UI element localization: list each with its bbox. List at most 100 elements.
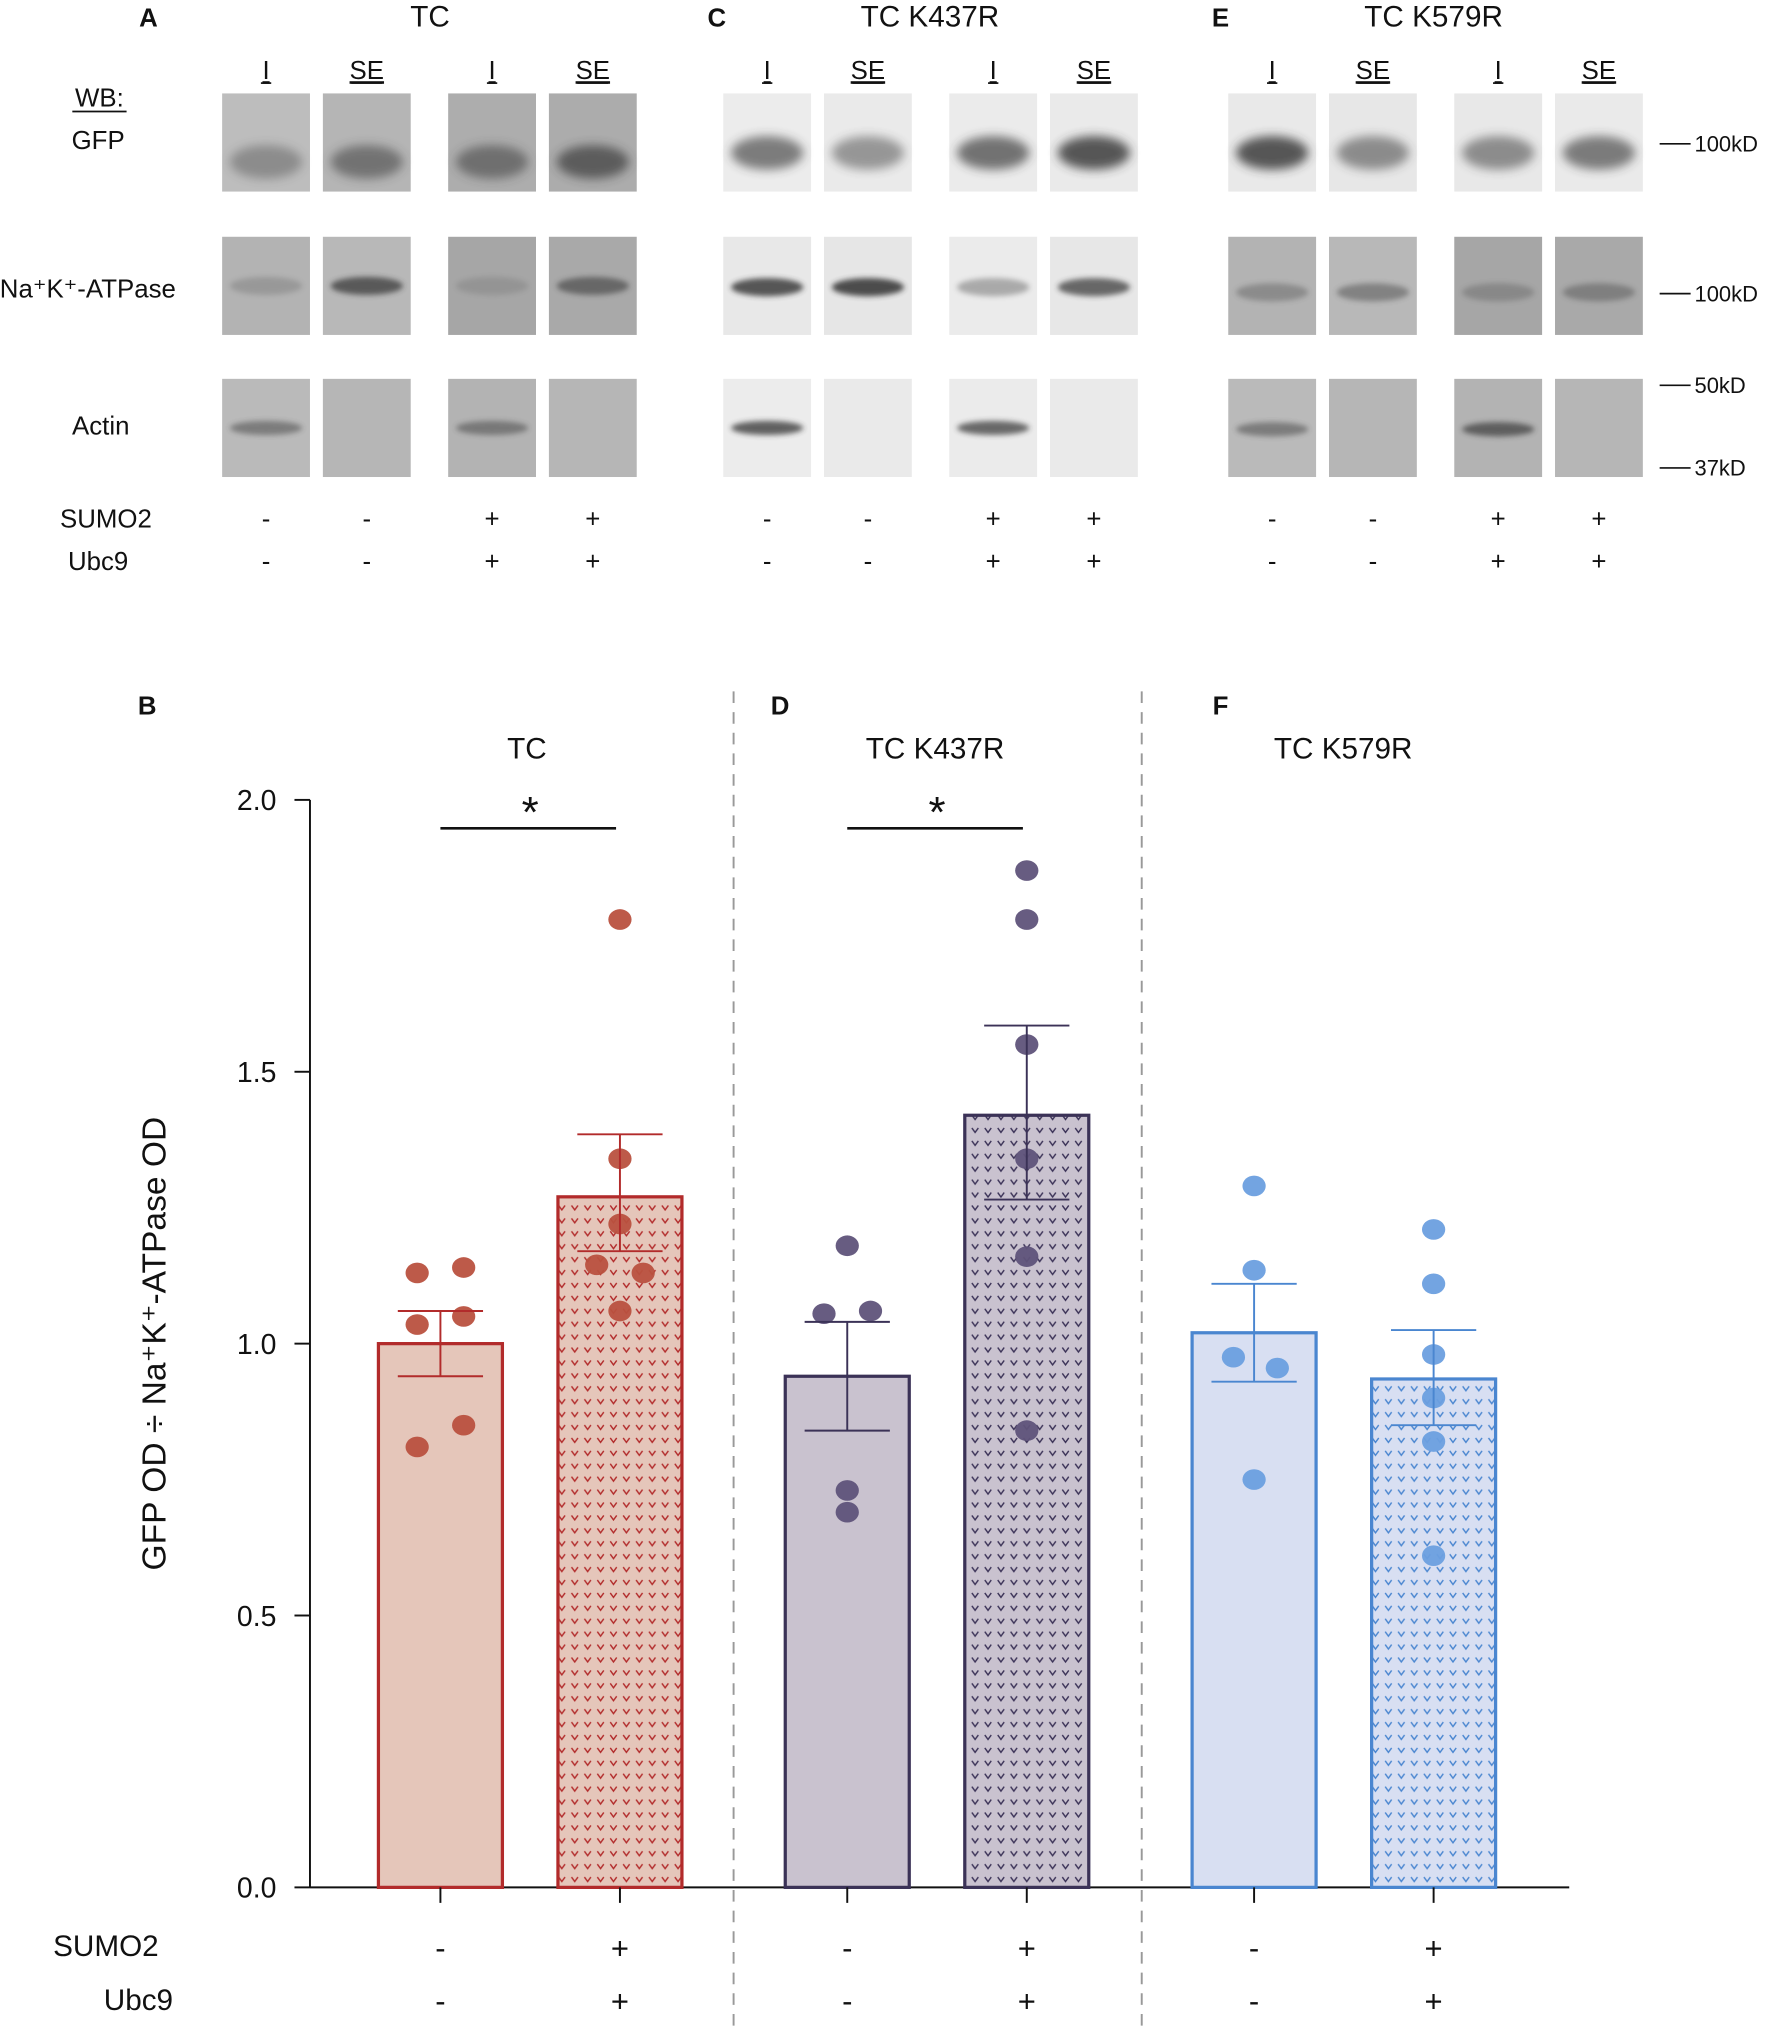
data-point (608, 909, 632, 930)
data-point (1015, 909, 1039, 930)
data-point (1421, 1545, 1446, 1567)
blot-lane (548, 378, 637, 478)
data-point (1242, 1469, 1266, 1490)
panel-letter: F (1213, 693, 1229, 721)
chart-panel-F: F TC K579R - - + + (1190, 693, 1498, 2018)
ubc9-sign: + (611, 1983, 629, 2018)
data-point (405, 1436, 429, 1458)
sumo2-sign: + (585, 505, 600, 533)
data-point (452, 1257, 476, 1278)
condition-label-sumo2: SUMO2 (53, 1930, 159, 1963)
panel-title: TC K437R (861, 0, 1000, 33)
blot-band (1462, 136, 1535, 170)
ubc9-sign: - (1268, 548, 1277, 576)
lane-label: I (764, 57, 771, 85)
bar (785, 1376, 910, 1888)
ubc9-sign: + (1425, 1983, 1443, 2018)
row-label: Actin (72, 412, 129, 440)
ubc9-sign: - (362, 548, 371, 576)
ubc9-sign: - (864, 548, 873, 576)
data-point (1265, 1357, 1289, 1379)
sumo2-sign: - (1369, 505, 1378, 533)
data-point (835, 1480, 859, 1501)
blot-lane (824, 378, 912, 478)
data-point (1015, 1246, 1039, 1267)
data-point (1221, 1346, 1246, 1368)
blot-band (1336, 283, 1410, 302)
bar (378, 1343, 503, 1888)
condition-label-ubc9: Ubc9 (68, 548, 128, 576)
blot-band (330, 276, 403, 295)
panel-title: TC K579R (1364, 0, 1503, 33)
blot-band (1236, 283, 1309, 302)
sumo2-sign: + (1591, 505, 1606, 533)
y-tick-label: 1.5 (237, 1057, 276, 1089)
lane-label: SE (1356, 57, 1390, 85)
lane-label: SE (350, 57, 384, 85)
blot-band (229, 276, 303, 295)
ubc9-sign: + (986, 548, 1001, 576)
sumo2-sign: + (986, 505, 1001, 533)
blot-band (229, 420, 303, 436)
lane-label: SE (1077, 57, 1111, 85)
bar-group (376, 1257, 505, 1889)
sumo2-sign: - (362, 505, 371, 533)
bar-group (1190, 1175, 1318, 1889)
sumo2-sign: + (611, 1930, 629, 1965)
y-tick-label: 0.0 (237, 1873, 276, 1905)
blot-band (731, 278, 804, 297)
lane-label: I (1269, 57, 1276, 85)
sumo2-sign: + (1425, 1930, 1443, 1965)
panel-title: TC (507, 733, 547, 766)
condition-label-sumo2: SUMO2 (60, 505, 152, 533)
data-point (608, 1300, 632, 1322)
data-point (1242, 1175, 1266, 1197)
data-point (1015, 860, 1039, 881)
data-point (858, 1300, 883, 1322)
ubc9-sign: - (262, 548, 271, 576)
data-point (631, 1262, 655, 1284)
marker-label: 50kD (1695, 373, 1746, 398)
sumo2-sign: + (485, 505, 500, 533)
row-label: GFP (72, 127, 125, 155)
lane-label: I (1495, 57, 1502, 85)
lane-label: SE (851, 57, 885, 85)
blot-band (831, 136, 905, 170)
ubc9-sign: - (1249, 1983, 1259, 2018)
lane-label: I (488, 57, 495, 85)
data-point (452, 1414, 476, 1436)
ubc9-sign: - (435, 1983, 445, 2018)
ubc9-sign: + (1591, 548, 1606, 576)
data-point (1242, 1259, 1266, 1281)
blot-band (1336, 136, 1410, 170)
row-label: Na⁺K⁺-ATPase (0, 275, 176, 303)
y-axis-label: GFP OD ÷ Na⁺K⁺-ATPase OD (136, 1117, 173, 1571)
ubc9-sign: + (585, 548, 600, 576)
sumo2-sign: + (1018, 1930, 1036, 1965)
blot-band (957, 278, 1030, 297)
blot-panel-A: A TC I - - SE - - I + + SE + + (139, 0, 637, 576)
blot-lane (1050, 378, 1138, 478)
panel-letter: B (138, 693, 157, 721)
ubc9-sign: + (485, 548, 500, 576)
condition-label-ubc9: Ubc9 (104, 1984, 173, 2017)
data-point (835, 1235, 859, 1257)
data-point (1015, 1420, 1039, 1441)
data-point (1421, 1273, 1446, 1295)
bar (1192, 1332, 1317, 1888)
blot-band (957, 420, 1030, 436)
y-tick-label: 1.0 (237, 1329, 276, 1361)
lane-label: I (262, 57, 269, 85)
blot-band (455, 420, 529, 436)
blot-band (556, 145, 629, 179)
sumo2-sign: - (1268, 505, 1277, 533)
blot-band (1462, 283, 1535, 302)
bar-group (963, 860, 1091, 1889)
ubc9-sign: + (1086, 548, 1101, 576)
data-point (1421, 1219, 1446, 1240)
significance-star: * (928, 788, 945, 837)
sumo2-sign: - (864, 505, 873, 533)
marker-label: 37kD (1695, 456, 1746, 481)
sumo2-sign: + (1491, 505, 1506, 533)
